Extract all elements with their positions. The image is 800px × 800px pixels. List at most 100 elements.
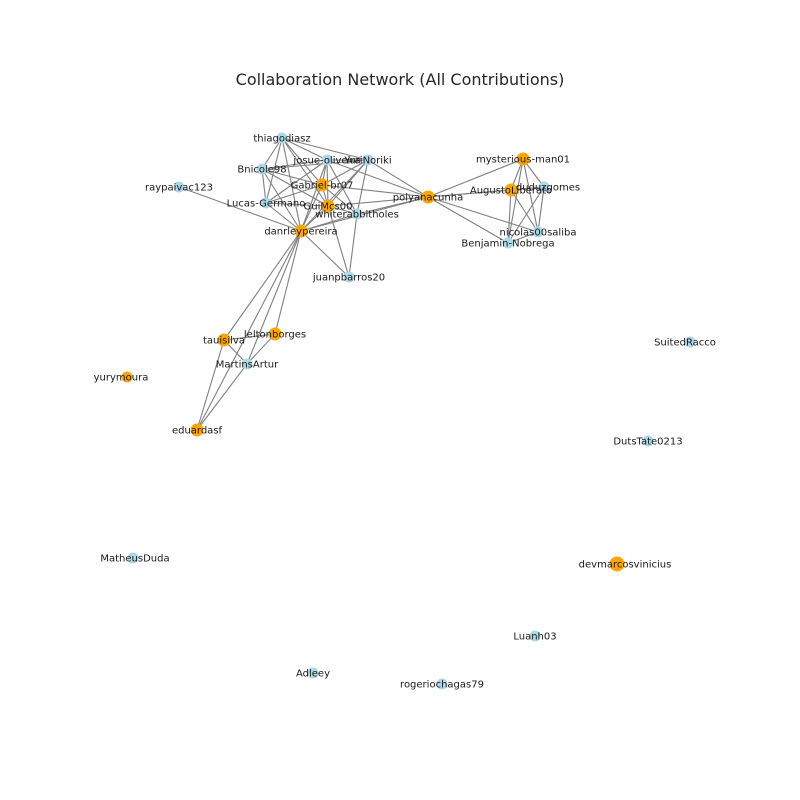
node-label-nicolas00saliba: nicolas00saliba — [500, 228, 577, 239]
edges-layer — [178, 137, 545, 431]
node-MatheusDuda — [127, 552, 139, 564]
edge-mysterious-man01-Benjamin-Nobrega — [507, 158, 524, 244]
node-mysterious-man01 — [516, 152, 530, 166]
node-Bnicole98 — [256, 163, 268, 175]
node-whiterabbitholes — [351, 208, 363, 220]
edge-danrleypereira-eduardasf — [196, 230, 302, 431]
edge-danrleypereira-tauisilva — [223, 230, 302, 341]
node-Lucas-Germano — [260, 197, 272, 209]
edge-YuriNoriki-whiterabbitholes — [356, 159, 369, 215]
edge-AugustoLiberato-Benjamin-Nobrega — [507, 189, 512, 244]
node-GuiMcs00 — [321, 199, 335, 213]
edge-YuriNoriki-Bnicole98 — [261, 159, 369, 170]
node-label-YuriNoriki: YuriNoriki — [343, 156, 391, 167]
node-label-yurymoura: yurymoura — [94, 373, 149, 384]
edge-josue-oliveira-polyanacunha — [326, 159, 429, 198]
edge-thiagodiasz-Lucas-Germano — [265, 137, 283, 204]
node-Adleey — [307, 667, 319, 679]
edge-danrleypereira-MartinsArtur — [246, 230, 302, 365]
node-label-Adleey: Adleey — [296, 669, 330, 680]
edge-polyanacunha-Benjamin-Nobrega — [427, 196, 509, 244]
edge-thiagodiasz-Gabriel-br07 — [281, 137, 323, 186]
node-AugustoLiberato — [504, 183, 518, 197]
node-nicolas00saliba — [532, 226, 544, 238]
node-label-raypaivac123: raypaivac123 — [145, 183, 213, 194]
node-label-DutsTate0213: DutsTate0213 — [613, 437, 682, 448]
node-label-mysterious-man01: mysterious-man01 — [476, 155, 570, 166]
node-leltonborges — [268, 327, 282, 341]
node-tauisilva — [217, 333, 231, 347]
edge-Bnicole98-Lucas-Germano — [261, 168, 267, 204]
node-label-AugustoLiberato: AugustoLiberato — [470, 186, 552, 197]
edge-thiagodiasz-josue-oliveira — [281, 137, 328, 161]
edge-Bnicole98-Gabriel-br07 — [261, 168, 323, 186]
node-josue-oliveira — [321, 154, 333, 166]
edge-AugustoLiberato-nicolas00saliba — [510, 189, 539, 233]
edge-thiagodiasz-GuiMcs00 — [281, 137, 329, 207]
node-label-eduardasf: eduardasf — [172, 426, 223, 437]
node-danrleypereira — [294, 224, 308, 238]
edge-duduzgomes-Benjamin-Nobrega — [507, 186, 545, 244]
node-label-polyanacunha: polyanacunha — [393, 193, 463, 204]
edge-thiagodiasz-YuriNoriki — [281, 137, 369, 161]
node-juanpbarros20 — [343, 271, 355, 283]
edge-leltonborges-MartinsArtur — [246, 333, 276, 365]
node-rogeriochagas79 — [436, 678, 448, 690]
edge-polyanacunha-nicolas00saliba — [427, 196, 539, 233]
node-thiagodiasz — [276, 132, 288, 144]
node-Gabriel-br07 — [315, 178, 329, 192]
edge-Gabriel-br07-danrleypereira — [300, 184, 323, 232]
edge-Bnicole98-GuiMcs00 — [261, 168, 329, 207]
node-devmarcosvinicius — [609, 556, 625, 572]
node-label-Lucas-Germano: Lucas-Germano — [227, 199, 306, 210]
node-yurymoura — [121, 371, 133, 383]
chart-title: Collaboration Network (All Contributions… — [235, 70, 565, 89]
edge-danrleypereira-polyanacunha — [300, 196, 429, 232]
edge-GuiMcs00-juanpbarros20 — [327, 205, 350, 278]
edge-Bnicole98-danrleypereira — [261, 168, 302, 232]
node-polyanacunha — [421, 190, 435, 204]
node-MartinsArtur — [241, 358, 253, 370]
edge-thiagodiasz-Bnicole98 — [261, 137, 283, 170]
edge-polyanacunha-mysterious-man01 — [427, 158, 524, 198]
node-label-josue-oliveira: josue-oliveira — [292, 156, 360, 167]
node-label-danrleypereira: danrleypereira — [264, 227, 337, 238]
node-label-duduzgomes: duduzgomes — [516, 183, 580, 194]
node-label-Bnicole98: Bnicole98 — [237, 165, 286, 176]
edge-whiterabbitholes-juanpbarros20 — [348, 213, 358, 278]
edge-danrleypereira-juanpbarros20 — [300, 230, 350, 278]
edge-leltonborges-tauisilva — [223, 333, 276, 341]
node-label-SuitedRacco: SuitedRacco — [654, 338, 716, 349]
node-label-leltonborges: leltonborges — [244, 330, 306, 341]
edge-josue-oliveira-danrleypereira — [300, 159, 328, 232]
edge-mysterious-man01-nicolas00saliba — [522, 158, 539, 233]
node-Benjamin-Nobrega — [502, 237, 514, 249]
node-label-MatheusDuda: MatheusDuda — [100, 554, 169, 565]
node-label-tauisilva: tauisilva — [203, 336, 245, 347]
edge-Gabriel-br07-polyanacunha — [321, 184, 429, 198]
edge-raypaivac123-danrleypereira — [178, 186, 302, 232]
node-Luanh03 — [529, 630, 541, 642]
node-label-whiterabbitholes: whiterabbitholes — [315, 210, 399, 221]
node-label-Benjamin-Nobrega: Benjamin-Nobrega — [461, 239, 554, 250]
edge-MartinsArtur-eduardasf — [196, 363, 248, 431]
node-duduzgomes — [538, 181, 550, 193]
node-label-thiagodiasz: thiagodiasz — [253, 134, 310, 145]
edge-tauisilva-eduardasf — [196, 339, 225, 431]
node-label-GuiMcs00: GuiMcs00 — [304, 202, 353, 213]
node-label-Luanh03: Luanh03 — [513, 632, 556, 643]
edge-duduzgomes-nicolas00saliba — [537, 186, 545, 233]
node-YuriNoriki — [362, 154, 374, 166]
edge-GuiMcs00-polyanacunha — [327, 196, 429, 207]
node-raypaivac123 — [173, 181, 185, 193]
node-label-Gabriel-br07: Gabriel-br07 — [291, 181, 354, 192]
edge-Lucas-Germano-danrleypereira — [265, 202, 302, 232]
node-label-rogeriochagas79: rogeriochagas79 — [400, 680, 484, 691]
edge-Gabriel-br07-Lucas-Germano — [265, 184, 323, 204]
node-eduardasf — [190, 423, 204, 437]
edge-Lucas-Germano-GuiMcs00 — [265, 202, 329, 207]
edge-josue-oliveira-Lucas-Germano — [265, 159, 328, 204]
edge-josue-oliveira-Bnicole98 — [261, 159, 328, 170]
